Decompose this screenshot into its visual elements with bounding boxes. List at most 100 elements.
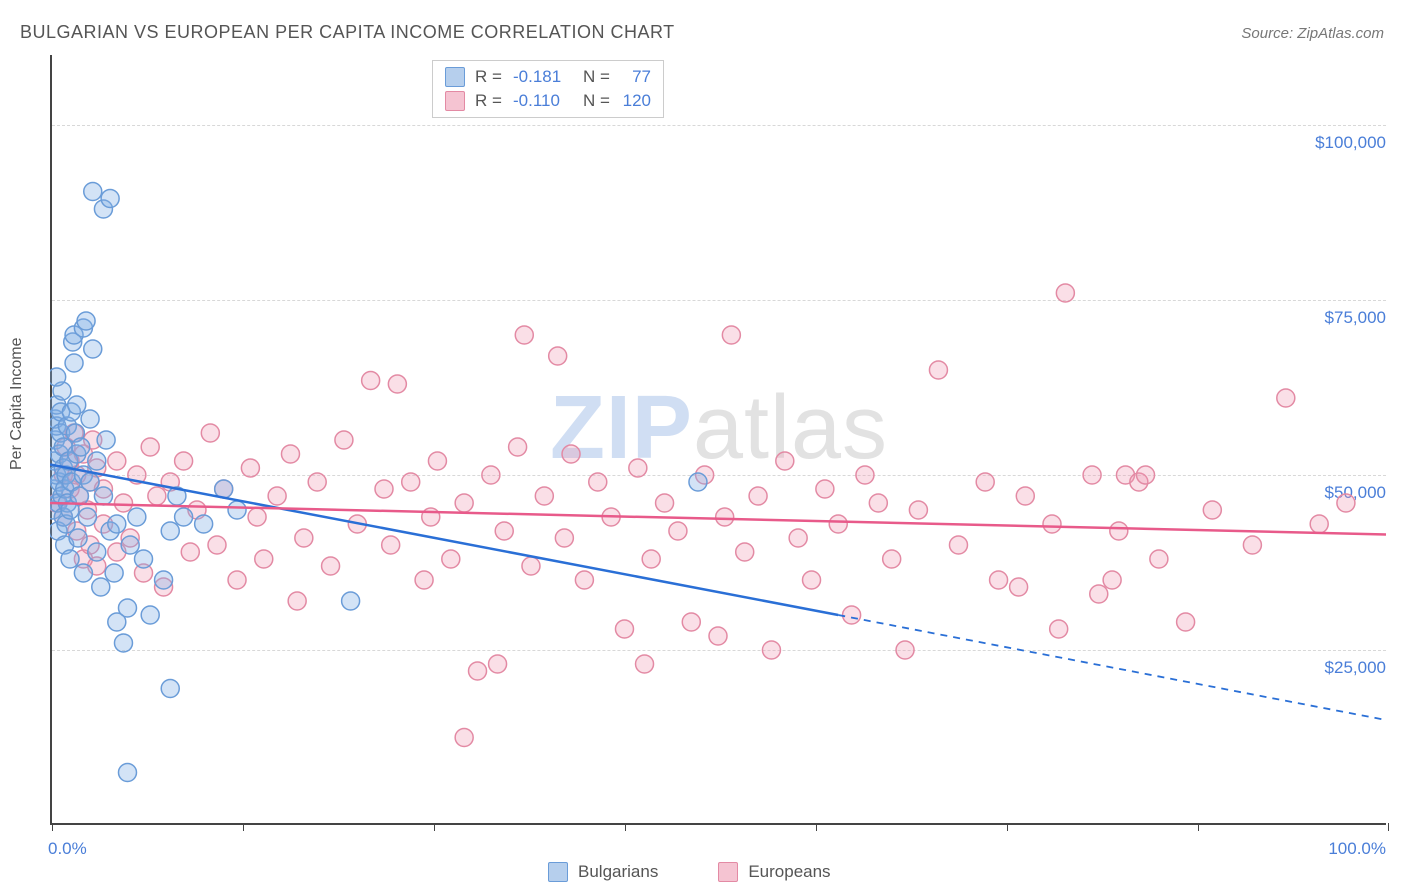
point-european (803, 571, 821, 589)
point-european (322, 557, 340, 575)
point-bulgarian (92, 578, 110, 596)
point-european (281, 445, 299, 463)
point-european (388, 375, 406, 393)
legend-item-europeans: Europeans (718, 862, 830, 882)
point-european (181, 543, 199, 561)
source-name: ZipAtlas.com (1297, 25, 1384, 42)
point-european (175, 452, 193, 470)
point-european (362, 372, 380, 390)
n-value-bulgarians: 77 (621, 65, 651, 89)
point-bulgarian (161, 680, 179, 698)
point-bulgarian (141, 606, 159, 624)
point-bulgarian (135, 550, 153, 568)
point-european (469, 662, 487, 680)
point-european (929, 361, 947, 379)
point-european (1137, 466, 1155, 484)
point-bulgarian (81, 410, 99, 428)
point-bulgarian (342, 592, 360, 610)
point-european (1337, 494, 1355, 512)
point-european (1243, 536, 1261, 554)
point-european (1016, 487, 1034, 505)
point-bulgarian (84, 183, 102, 201)
point-european (896, 641, 914, 659)
legend-label-bulgarians: Bulgarians (578, 862, 658, 882)
point-bulgarian (84, 340, 102, 358)
point-european (141, 438, 159, 456)
point-european (589, 473, 607, 491)
point-european (976, 473, 994, 491)
legend-item-bulgarians: Bulgarians (548, 862, 658, 882)
point-european (402, 473, 420, 491)
r-label: R = (475, 89, 503, 113)
point-european (1056, 284, 1074, 302)
point-european (1110, 522, 1128, 540)
point-european (495, 522, 513, 540)
point-bulgarian (118, 764, 136, 782)
swatch-bulgarians-b (548, 862, 568, 882)
point-european (268, 487, 286, 505)
point-european (489, 655, 507, 673)
point-bulgarian (689, 473, 707, 491)
legend-row-europeans: R = -0.110 N = 120 (445, 89, 651, 113)
point-european (1203, 501, 1221, 519)
point-european (656, 494, 674, 512)
point-european (629, 459, 647, 477)
point-european (108, 452, 126, 470)
point-european (248, 508, 266, 526)
point-bulgarian (88, 543, 106, 561)
point-european (295, 529, 313, 547)
point-bulgarian (69, 529, 87, 547)
point-european (575, 571, 593, 589)
source-attribution: Source: ZipAtlas.com (1241, 25, 1384, 42)
point-european (114, 494, 132, 512)
n-label: N = (583, 65, 611, 89)
point-european (442, 550, 460, 568)
point-bulgarian (74, 564, 92, 582)
point-european (335, 431, 353, 449)
point-european (762, 641, 780, 659)
source-prefix: Source: (1241, 25, 1297, 42)
r-label: R = (475, 65, 503, 89)
point-european (1010, 578, 1028, 596)
point-bulgarian (121, 536, 139, 554)
point-european (776, 452, 794, 470)
point-bulgarian (228, 501, 246, 519)
point-bulgarian (81, 473, 99, 491)
point-european (722, 326, 740, 344)
point-bulgarian (175, 508, 193, 526)
point-european (482, 466, 500, 484)
point-european (455, 494, 473, 512)
n-value-europeans: 120 (621, 89, 651, 113)
point-european (208, 536, 226, 554)
point-bulgarian (94, 487, 112, 505)
point-european (1043, 515, 1061, 533)
point-european (869, 494, 887, 512)
point-european (375, 480, 393, 498)
point-bulgarian (61, 550, 79, 568)
point-bulgarian (108, 515, 126, 533)
swatch-europeans-b (718, 862, 738, 882)
point-european (241, 459, 259, 477)
point-bulgarian (114, 634, 132, 652)
point-european (816, 480, 834, 498)
point-european (1177, 613, 1195, 631)
point-european (509, 438, 527, 456)
point-bulgarian (128, 508, 146, 526)
point-european (288, 592, 306, 610)
point-european (201, 424, 219, 442)
point-european (1090, 585, 1108, 603)
point-european (615, 620, 633, 638)
point-european (682, 613, 700, 631)
point-european (549, 347, 567, 365)
r-value-bulgarians: -0.181 (513, 65, 573, 89)
point-european (636, 655, 654, 673)
point-bulgarian (88, 452, 106, 470)
point-bulgarian (105, 564, 123, 582)
point-bulgarian (77, 312, 95, 330)
point-european (949, 536, 967, 554)
point-bulgarian (68, 396, 86, 414)
legend-stats: R = -0.181 N = 77 R = -0.110 N = 120 (432, 60, 664, 118)
swatch-europeans (445, 91, 465, 111)
point-european (522, 557, 540, 575)
point-european (749, 487, 767, 505)
